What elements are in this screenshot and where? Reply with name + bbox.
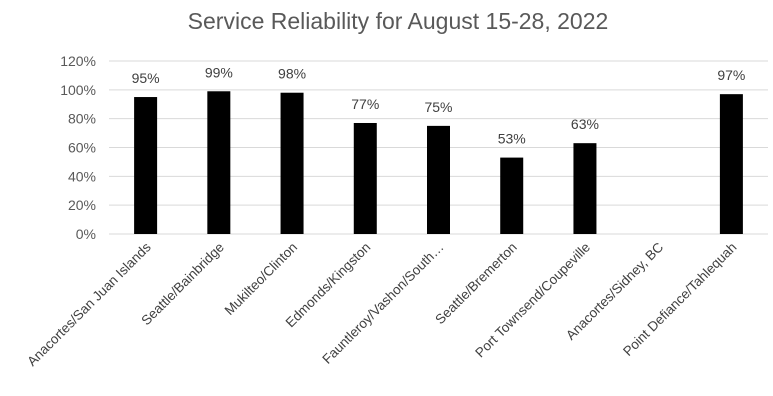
y-axis-ticks: 0% 20% 40% 60% 80% 100% 120% bbox=[60, 53, 96, 242]
data-label: 95% bbox=[132, 70, 160, 86]
y-tick-label: 60% bbox=[68, 140, 96, 156]
x-tick-label: Anacortes/San Juan Islands bbox=[24, 239, 154, 369]
data-label: 77% bbox=[351, 96, 379, 112]
x-tick-label: Fauntleroy/Vashon/South… bbox=[319, 240, 446, 367]
data-label: 99% bbox=[205, 64, 233, 80]
y-tick-label: 120% bbox=[60, 53, 96, 69]
bar bbox=[427, 125, 450, 234]
data-labels: 95% 99% 98% 77% 75% 53% 63% 97% bbox=[132, 64, 746, 146]
bar bbox=[353, 122, 377, 234]
chart-title: Service Reliability for August 15-28, 20… bbox=[188, 8, 609, 34]
bar bbox=[207, 91, 231, 235]
x-axis-categories: Anacortes/San Juan IslandsSeattle/Bainbr… bbox=[24, 239, 739, 369]
bar bbox=[573, 143, 597, 234]
bar bbox=[719, 94, 743, 235]
data-label: 63% bbox=[571, 116, 599, 132]
bar bbox=[500, 157, 524, 234]
y-tick-label: 100% bbox=[60, 82, 96, 98]
y-tick-label: 0% bbox=[76, 226, 96, 242]
y-tick-label: 40% bbox=[68, 168, 96, 184]
data-label: 53% bbox=[498, 131, 526, 147]
y-tick-label: 80% bbox=[68, 111, 96, 127]
bar bbox=[134, 97, 158, 235]
bar bbox=[280, 92, 304, 234]
x-tick-label: Mukilteo/Clinton bbox=[222, 240, 301, 319]
x-tick-label: Seattle/Bainbridge bbox=[138, 240, 227, 329]
data-label: 75% bbox=[424, 99, 452, 115]
bars bbox=[134, 91, 743, 235]
y-tick-label: 20% bbox=[68, 197, 96, 213]
data-label: 98% bbox=[278, 66, 306, 82]
data-label: 97% bbox=[717, 67, 745, 83]
